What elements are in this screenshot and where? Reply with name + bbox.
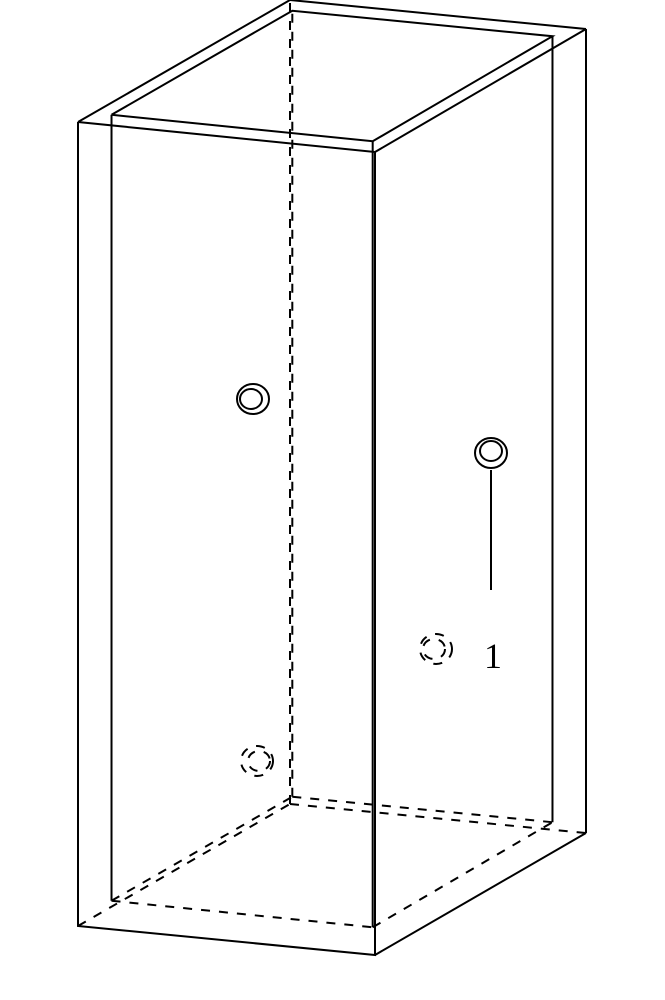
callout-label-1: 1: [484, 635, 502, 677]
cuboid-diagram: [0, 0, 665, 1000]
